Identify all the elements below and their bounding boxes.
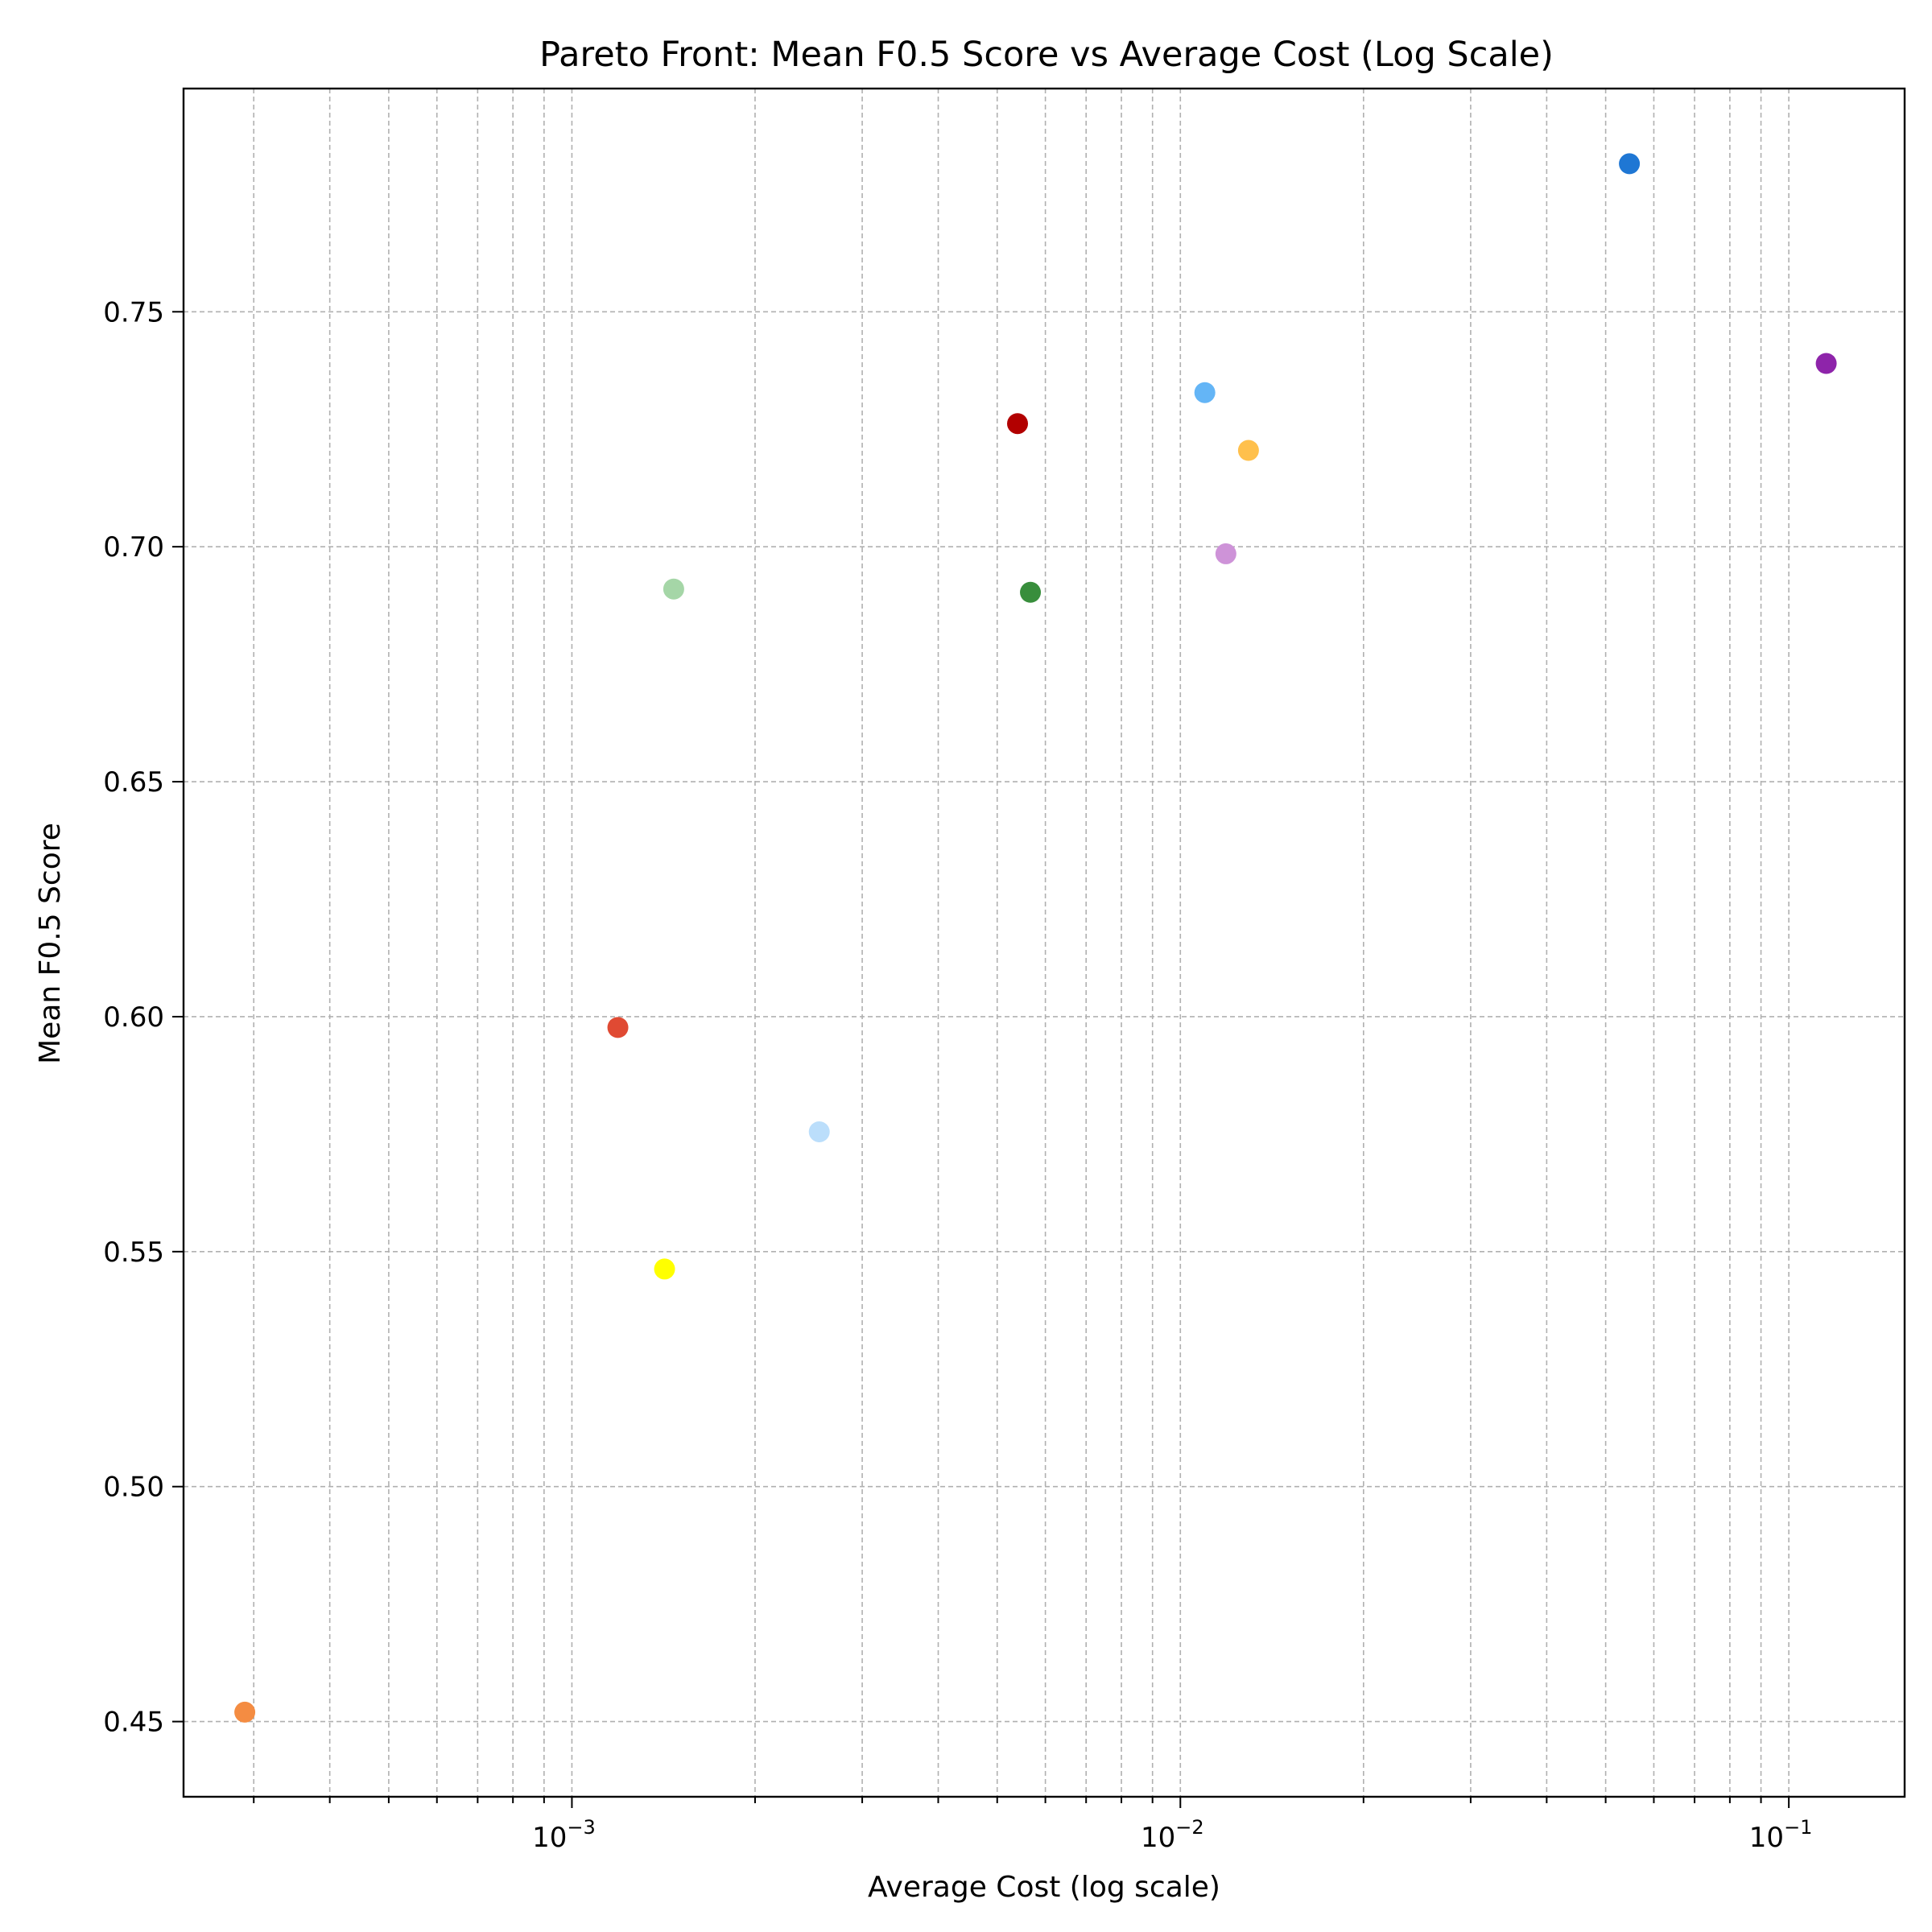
scatter-point (1815, 353, 1837, 374)
x-tick-exponent: −1 (1784, 1816, 1812, 1839)
y-tick-label: 0.55 (103, 1236, 164, 1269)
scatter-point (1194, 382, 1216, 403)
scatter-point (1007, 413, 1029, 435)
grid (184, 89, 1905, 1797)
x-tick-base: 10 (1749, 1822, 1784, 1854)
y-tick-label: 0.75 (103, 296, 164, 328)
scatter-point (654, 1258, 675, 1280)
x-tick-base: 10 (532, 1822, 567, 1854)
y-tick-label: 0.45 (103, 1707, 164, 1739)
axis-ticks: 10−3 10−2 10−10.450.500.550.600.650.700.75 (103, 296, 1812, 1854)
scatter-point (1619, 153, 1641, 175)
y-tick-label: 0.70 (103, 531, 164, 564)
scatter-point (607, 1017, 629, 1038)
scatter-point (808, 1121, 830, 1142)
y-axis-label: Mean F0.5 Score (34, 823, 67, 1064)
scatter-point (234, 1701, 256, 1723)
chart-title: Pareto Front: Mean F0.5 Score vs Average… (539, 35, 1554, 75)
scatter-point (1020, 581, 1042, 603)
x-tick-exponent: −2 (1175, 1816, 1203, 1839)
scatter-point (1237, 440, 1259, 461)
scatter-point (1215, 543, 1236, 564)
x-tick-exponent: −3 (567, 1816, 595, 1839)
scatter-point (663, 578, 684, 600)
y-tick-label: 0.65 (103, 766, 164, 799)
x-tick-label: 10−2 (1141, 1816, 1204, 1854)
data-points (234, 153, 1837, 1723)
x-axis-label: Average Cost (log scale) (868, 1871, 1220, 1904)
x-tick-label: 10−1 (1749, 1816, 1813, 1854)
x-tick-base: 10 (1141, 1822, 1175, 1854)
y-tick-label: 0.50 (103, 1472, 164, 1504)
x-tick-label: 10−3 (532, 1816, 596, 1854)
plot-frame (182, 87, 1906, 1798)
y-tick-label: 0.60 (103, 1001, 164, 1034)
